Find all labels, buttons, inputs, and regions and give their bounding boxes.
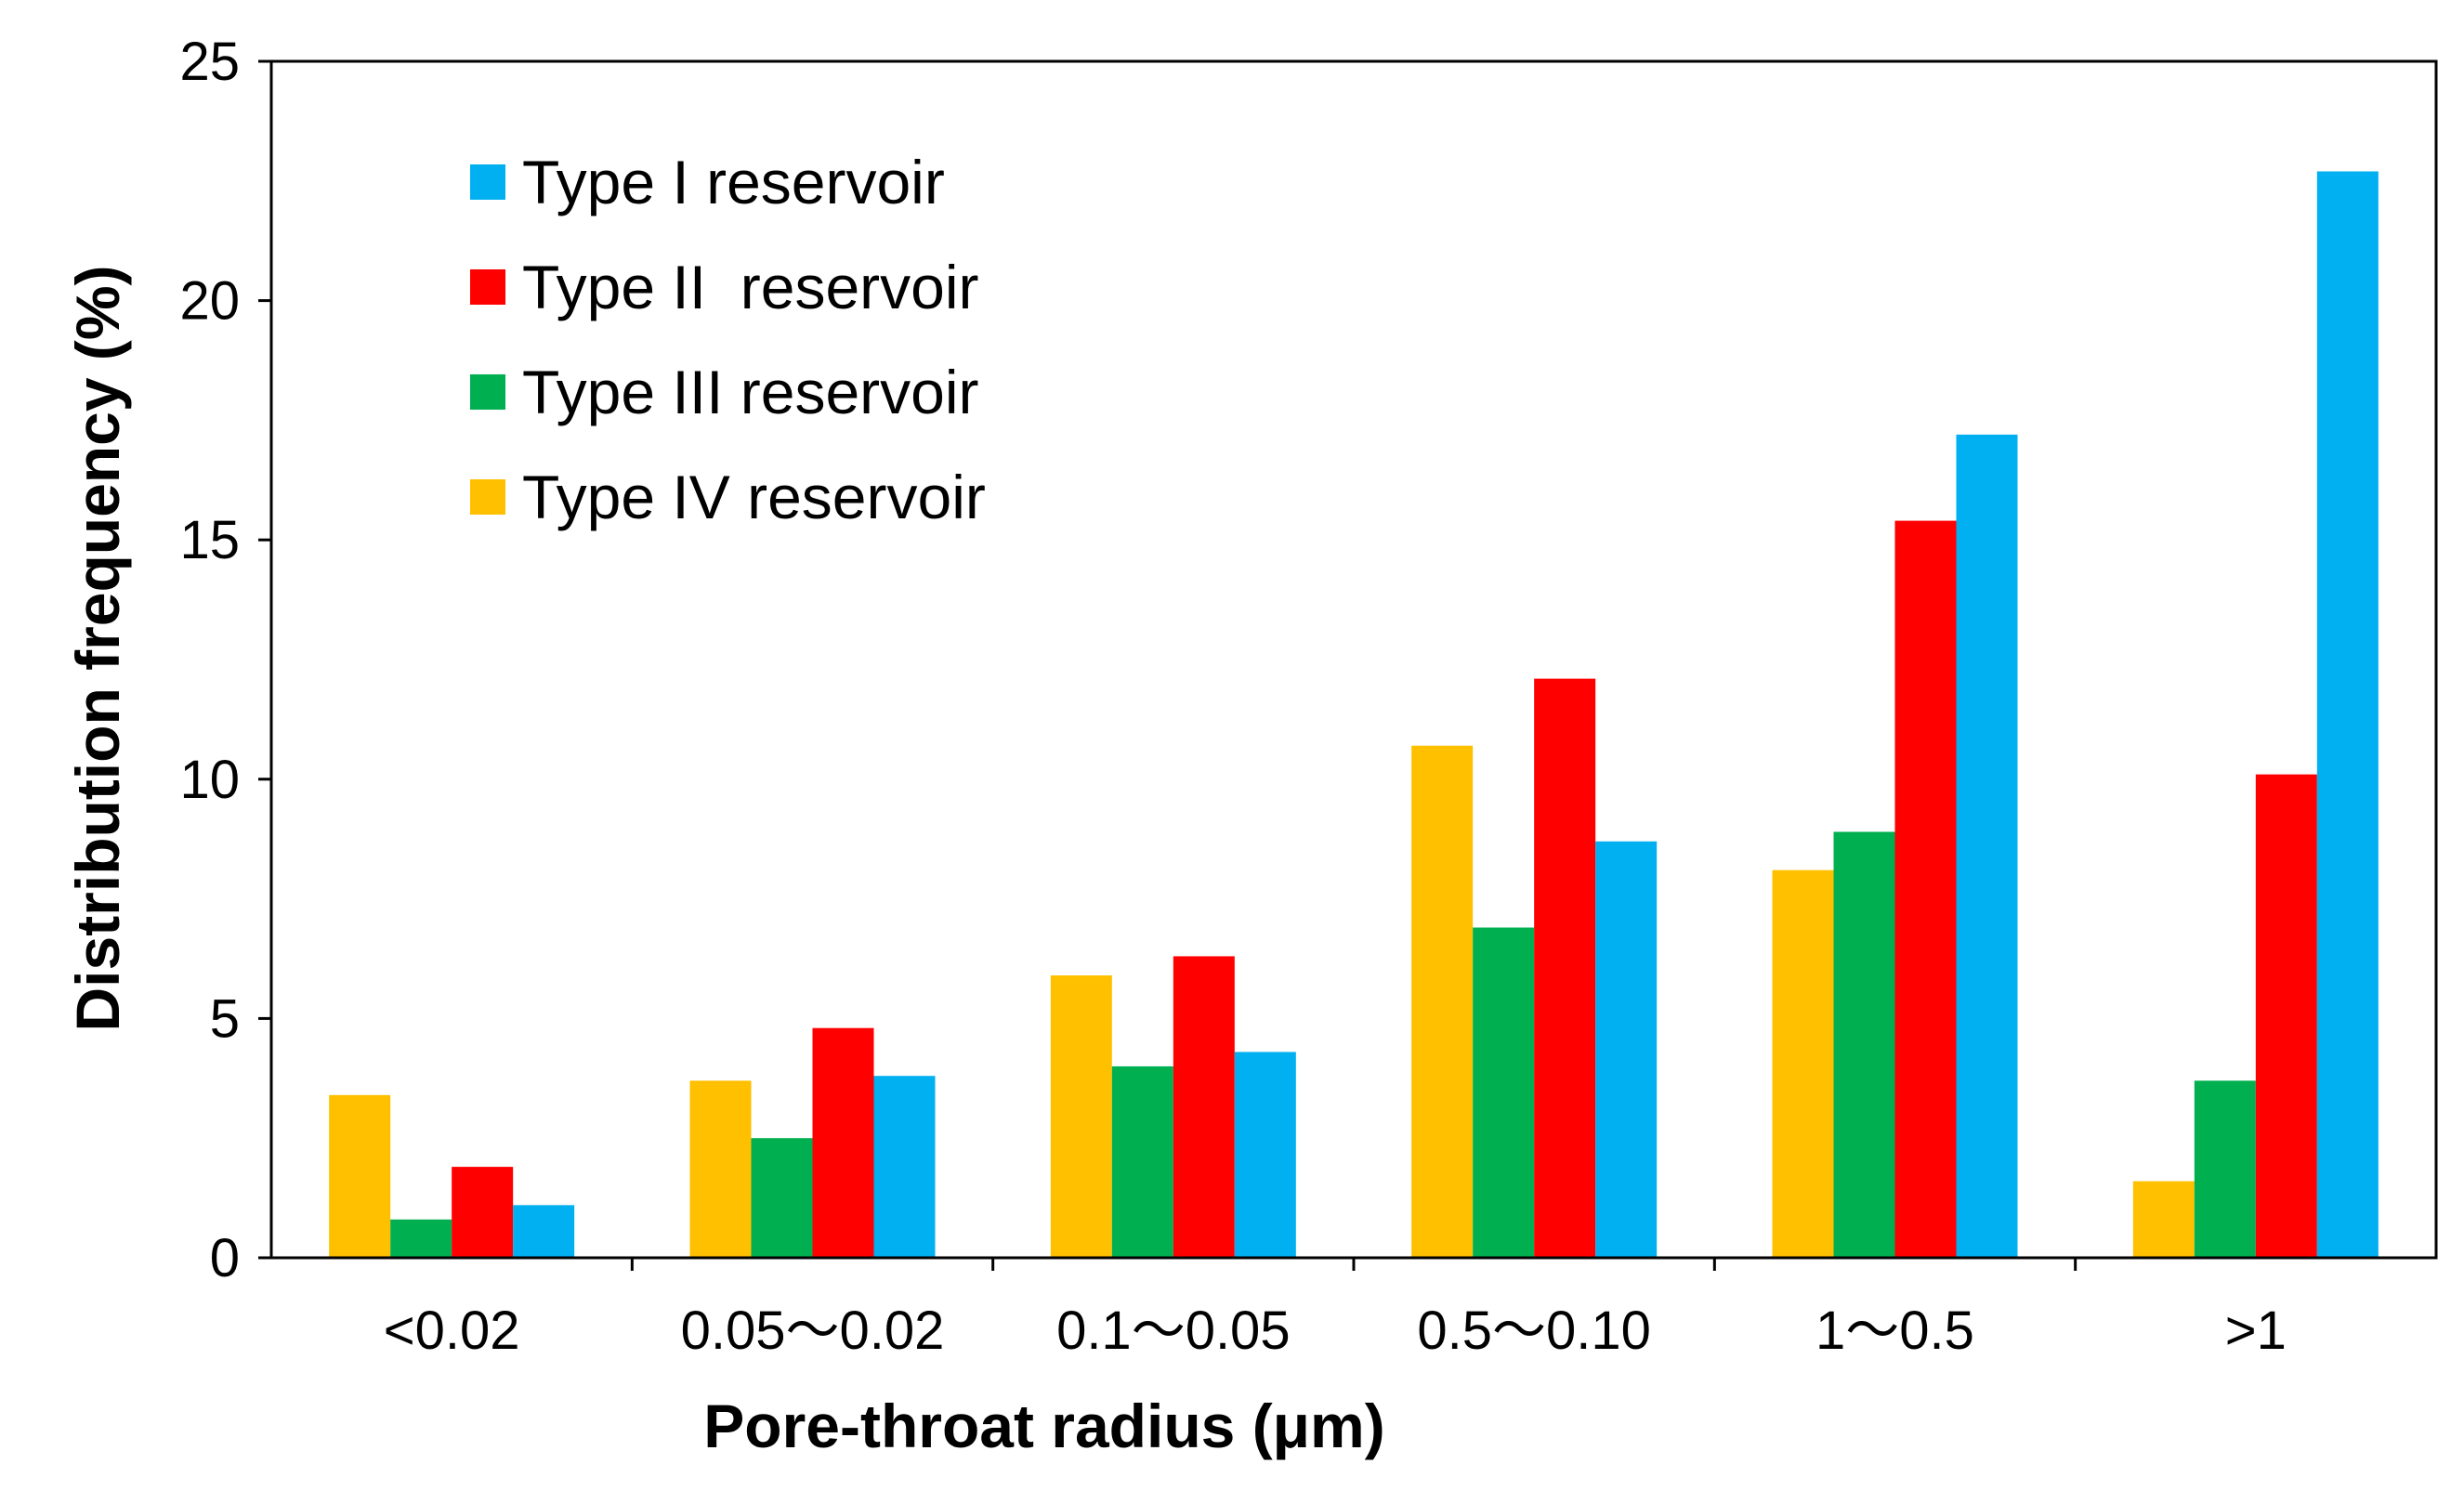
bar-1-1	[329, 1094, 391, 1258]
bar-4-6	[2316, 171, 2379, 1259]
legend: Type I reservoir Type II reservoir Type II…	[470, 148, 986, 531]
bar-3-2	[812, 1027, 874, 1258]
bar-2-4	[1473, 927, 1535, 1258]
x-tick-label-6: >1	[2225, 1300, 2287, 1361]
bar-4-3	[1234, 1052, 1296, 1258]
bar-3-4	[1534, 678, 1596, 1258]
bar-2-6	[2194, 1080, 2256, 1258]
bar-3-6	[2255, 774, 2317, 1258]
ticks-group: 0 5 10 15 20 25 <0.02 0.05～0.02 0.1～0.05 0.5～0.10…	[179, 32, 2286, 1361]
bar-1-3	[1050, 975, 1112, 1258]
y-tick-label-4: 20	[179, 271, 240, 332]
bar-4-5	[1956, 434, 2018, 1259]
x-axis-title: Pore-throat radius (μm)	[703, 1392, 1384, 1460]
legend-swatch-1	[470, 164, 505, 200]
legend-label-2: Type II reservoir	[522, 253, 979, 321]
legend-label-1: Type I reservoir	[522, 148, 945, 216]
y-tick-label-5: 25	[179, 32, 240, 92]
legend-swatch-2	[470, 269, 505, 305]
bar-2-1	[390, 1219, 452, 1258]
bar-4-4	[1595, 841, 1658, 1258]
y-tick-label-2: 10	[179, 750, 240, 810]
bar-1-5	[1772, 869, 1834, 1258]
bar-2-5	[1833, 831, 1895, 1258]
x-tick-label-2: 0.05～0.02	[681, 1300, 945, 1361]
y-tick-label-0: 0	[210, 1228, 240, 1288]
bar-3-3	[1173, 956, 1235, 1258]
bar-1-2	[689, 1080, 752, 1258]
bar-2-2	[751, 1138, 813, 1258]
bar-2-3	[1111, 1065, 1173, 1258]
x-tick-label-5: 1～0.5	[1815, 1300, 1974, 1361]
bar-3-1	[452, 1167, 514, 1258]
y-axis-title: Distribution frequency (%)	[63, 265, 132, 1031]
y-tick-label-3: 15	[179, 510, 240, 570]
x-tick-label-3: 0.1～0.05	[1056, 1300, 1291, 1361]
bars-group	[329, 171, 2379, 1259]
x-tick-label-1: <0.02	[384, 1300, 520, 1361]
bar-4-1	[513, 1205, 575, 1258]
legend-swatch-4	[470, 479, 505, 515]
bar-4-2	[873, 1076, 936, 1258]
x-tick-label-4: 0.5～0.10	[1417, 1300, 1651, 1361]
bar-3-5	[1894, 520, 1957, 1258]
legend-swatch-3	[470, 374, 505, 410]
legend-label-4: Type IV reservoir	[522, 463, 986, 531]
y-tick-label-1: 5	[210, 988, 240, 1049]
legend-label-3: Type III reservoir	[522, 358, 979, 426]
bar-1-6	[2132, 1181, 2195, 1258]
bar-1-4	[1411, 745, 1474, 1258]
